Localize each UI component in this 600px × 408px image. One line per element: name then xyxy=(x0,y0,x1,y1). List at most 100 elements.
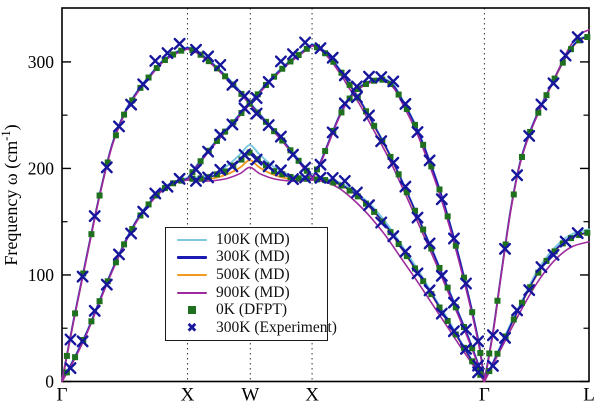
legend-item-300k-experiment: ✖ 300K (Experiment) xyxy=(172,319,337,337)
experiment-marker xyxy=(274,55,287,68)
dfpt-marker xyxy=(161,57,168,64)
dfpt-marker xyxy=(584,229,591,236)
experiment-marker xyxy=(547,77,560,90)
dfpt-marker xyxy=(330,179,337,186)
legend-line-swatch xyxy=(172,256,212,259)
dfpt-marker xyxy=(170,180,177,187)
dfpt-marker xyxy=(527,284,534,291)
experiment-marker xyxy=(226,118,239,131)
dfpt-marker xyxy=(395,240,402,247)
experiment-marker xyxy=(460,323,472,336)
experiment-marker xyxy=(226,78,239,91)
dfpt-marker xyxy=(428,245,435,252)
experiment-marker xyxy=(472,366,485,379)
experiment-marker xyxy=(76,270,89,283)
experiment-marker xyxy=(423,154,436,167)
legend-item-100k-md: 100K (MD) xyxy=(172,231,323,248)
dfpt-marker xyxy=(535,109,542,116)
dfpt-marker xyxy=(567,46,574,53)
experiment-marker xyxy=(423,284,436,297)
dfpt-marker xyxy=(395,91,402,98)
y-tick-label: 100 xyxy=(28,265,55,285)
dfpt-marker xyxy=(246,149,253,156)
experiment-marker xyxy=(190,163,202,176)
dfpt-marker xyxy=(338,109,345,116)
dfpt-marker xyxy=(535,269,542,276)
experiment-marker xyxy=(387,156,400,169)
dfpt-marker xyxy=(543,257,550,264)
dfpt-marker xyxy=(238,156,245,163)
dfpt-marker xyxy=(170,51,177,58)
legend-cross-swatch: ✖ xyxy=(186,320,198,336)
experiment-marker xyxy=(399,245,412,258)
x-tick-label: Γ xyxy=(479,385,490,406)
experiment-marker xyxy=(287,48,299,61)
experiment-marker xyxy=(190,43,202,56)
experiment-marker xyxy=(238,90,251,103)
experiment-marker xyxy=(375,71,388,84)
experiment-marker xyxy=(100,278,113,291)
experiment-marker xyxy=(375,216,388,229)
experiment-marker xyxy=(326,51,339,64)
experiment-marker xyxy=(559,49,572,62)
dfpt-marker xyxy=(121,111,128,118)
experiment-marker xyxy=(88,304,101,317)
dfpt-marker xyxy=(527,128,534,135)
dfpt-marker xyxy=(436,264,443,271)
dfpt-marker xyxy=(279,65,286,72)
experiment-marker xyxy=(214,163,227,176)
experiment-marker xyxy=(137,78,150,91)
dfpt-marker xyxy=(469,358,476,365)
dfpt-marker xyxy=(96,192,103,199)
dfpt-marker xyxy=(121,241,128,248)
experiment-marker xyxy=(113,120,125,133)
experiment-marker xyxy=(338,69,351,82)
dfpt-marker xyxy=(287,147,294,154)
dfpt-marker xyxy=(346,187,353,194)
dfpt-marker xyxy=(189,47,196,54)
experiment-marker xyxy=(350,80,363,93)
dfpt-marker xyxy=(444,317,451,324)
dfpt-marker xyxy=(88,231,95,238)
dfpt-marker xyxy=(403,253,410,260)
experiment-marker xyxy=(250,92,263,104)
experiment-marker xyxy=(435,307,448,320)
dfpt-marker xyxy=(313,176,320,183)
x-tick-label: W xyxy=(241,385,259,406)
experiment-marker xyxy=(411,267,424,280)
experiment-marker xyxy=(486,329,499,342)
experiment-marker xyxy=(447,296,460,309)
experiment-marker xyxy=(571,31,584,44)
x-tick-label: X xyxy=(181,385,195,406)
dfpt-marker xyxy=(145,201,152,208)
dfpt-marker xyxy=(428,291,435,298)
experiment-marker xyxy=(338,175,351,187)
dfpt-marker xyxy=(371,208,378,215)
experiment-marker xyxy=(149,187,162,200)
experiment-marker xyxy=(435,193,448,206)
x-tick-label: Γ xyxy=(57,385,68,406)
dfpt-marker xyxy=(129,97,136,104)
experiment-marker xyxy=(274,164,287,177)
dfpt-marker xyxy=(403,106,410,113)
y-axis-title: Frequency ω (cm-1) xyxy=(0,124,22,265)
dfpt-marker xyxy=(72,354,79,361)
dfpt-marker xyxy=(494,350,501,357)
experiment-marker xyxy=(338,97,351,110)
dfpt-marker xyxy=(271,128,278,135)
experiment-marker xyxy=(435,269,448,282)
curve-md900-ta-gl xyxy=(483,241,590,383)
legend-label: 0K (DFPT) xyxy=(216,301,288,319)
dfpt-marker xyxy=(510,316,517,323)
dfpt-marker xyxy=(371,122,378,129)
dfpt-marker xyxy=(469,309,476,316)
experiment-marker xyxy=(447,325,460,338)
experiment-marker xyxy=(125,227,138,240)
experiment-marker xyxy=(499,242,511,255)
experiment-marker xyxy=(262,119,275,132)
experiment-marker xyxy=(64,333,77,346)
legend-item-300k-md: 300K (MD) xyxy=(172,248,323,266)
experiment-marker xyxy=(423,237,436,250)
experiment-marker xyxy=(88,210,101,223)
